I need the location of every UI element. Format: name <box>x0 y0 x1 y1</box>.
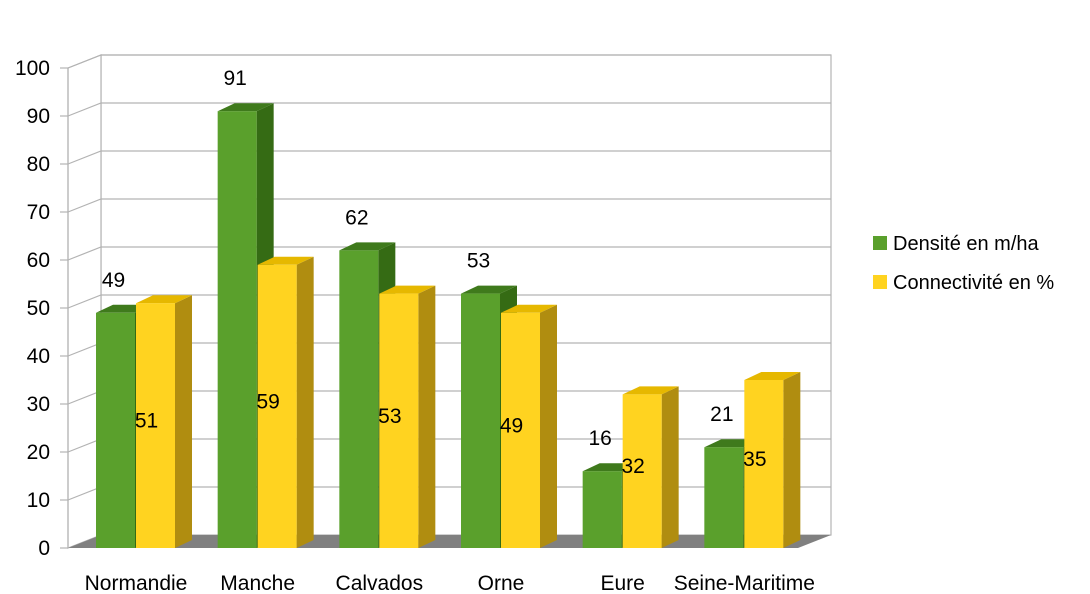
bar-front <box>744 380 784 548</box>
bar-connectivite-calvados <box>379 285 436 548</box>
x-category-label: Calvados <box>336 572 424 594</box>
y-tick-label: 50 <box>27 297 50 320</box>
gridline <box>67 150 831 165</box>
x-category-label: Normandie <box>85 572 188 594</box>
bar-side <box>296 256 314 548</box>
bars <box>96 103 801 548</box>
bar-connectivite-manche <box>257 256 314 548</box>
bar-top <box>622 386 679 395</box>
bar-side <box>418 285 436 548</box>
legend-label: Densité en m/ha <box>893 233 1040 255</box>
bar-top <box>257 256 314 265</box>
bar-side <box>783 372 801 548</box>
data-label: 49 <box>102 269 125 292</box>
bar-front <box>96 312 135 548</box>
bar-connectivite-orne <box>501 304 557 548</box>
bar-top <box>379 285 436 294</box>
x-category-label: Orne <box>478 572 525 594</box>
bar-side <box>175 295 192 548</box>
y-tick-label: 80 <box>27 153 50 176</box>
data-label: 53 <box>467 250 490 273</box>
data-label: 53 <box>378 405 401 428</box>
x-category-label: Manche <box>220 572 295 594</box>
data-label: 59 <box>256 390 279 413</box>
bar-front <box>136 303 175 548</box>
bar-front <box>582 471 622 548</box>
bar-front <box>704 447 744 548</box>
data-label: 32 <box>621 455 644 478</box>
data-label: 51 <box>135 410 158 433</box>
y-tick-label: 10 <box>27 489 50 512</box>
gridline <box>67 54 831 69</box>
bar-top <box>461 285 517 294</box>
data-label: 49 <box>500 414 523 437</box>
bar-connectivite-seine-maritime <box>744 372 801 548</box>
bar-top <box>217 103 274 112</box>
data-label: 91 <box>223 67 246 90</box>
data-labels: 49 51 91 59 62 53 53 49 16 32 21 35 <box>102 67 767 478</box>
data-label: 16 <box>588 427 611 450</box>
gridlines <box>67 54 831 501</box>
bar-front <box>622 394 662 548</box>
legend-swatch <box>873 275 887 289</box>
gridline <box>67 294 831 309</box>
y-tick-label: 40 <box>27 345 50 368</box>
y-tick-label: 30 <box>27 393 50 416</box>
y-tick-label: 100 <box>15 57 50 80</box>
y-tick-label: 70 <box>27 201 50 224</box>
legend-label: Connectivité en % <box>893 272 1054 294</box>
legend-swatch <box>873 236 887 250</box>
y-tick-label: 60 <box>27 249 50 272</box>
bar-front <box>501 312 540 548</box>
bar-side <box>540 304 557 548</box>
y-tick-label: 90 <box>27 105 50 128</box>
bar-front <box>257 264 297 548</box>
x-category-label: Eure <box>600 572 644 594</box>
bar-front <box>379 293 419 548</box>
gridline <box>67 102 831 117</box>
bar-connectivite-eure <box>622 386 679 548</box>
legend: Densité en m/ha Connectivité en % <box>873 233 1054 294</box>
bar-top <box>339 242 396 251</box>
data-label: 35 <box>743 448 766 471</box>
y-tick-label: 20 <box>27 441 50 464</box>
bar-side <box>661 386 679 548</box>
data-label: 62 <box>345 206 368 229</box>
bar-top <box>136 295 192 304</box>
bar-front <box>217 111 257 548</box>
data-label: 21 <box>710 403 733 426</box>
gridline <box>67 246 831 261</box>
bar-front <box>339 250 379 548</box>
bar-top <box>744 372 801 380</box>
y-axis-ticks: 0 10 20 30 40 50 60 70 80 90 100 <box>15 57 69 560</box>
x-axis-categories: Normandie Manche Calvados Orne Eure Seine-Mar… <box>85 572 815 594</box>
bar-connectivite-normandie <box>136 295 192 548</box>
bar-top <box>501 304 557 313</box>
gridline <box>67 198 831 213</box>
bar-front <box>461 293 500 548</box>
x-category-label: Seine-Maritime <box>674 572 815 594</box>
y-tick-label: 0 <box>38 537 50 560</box>
